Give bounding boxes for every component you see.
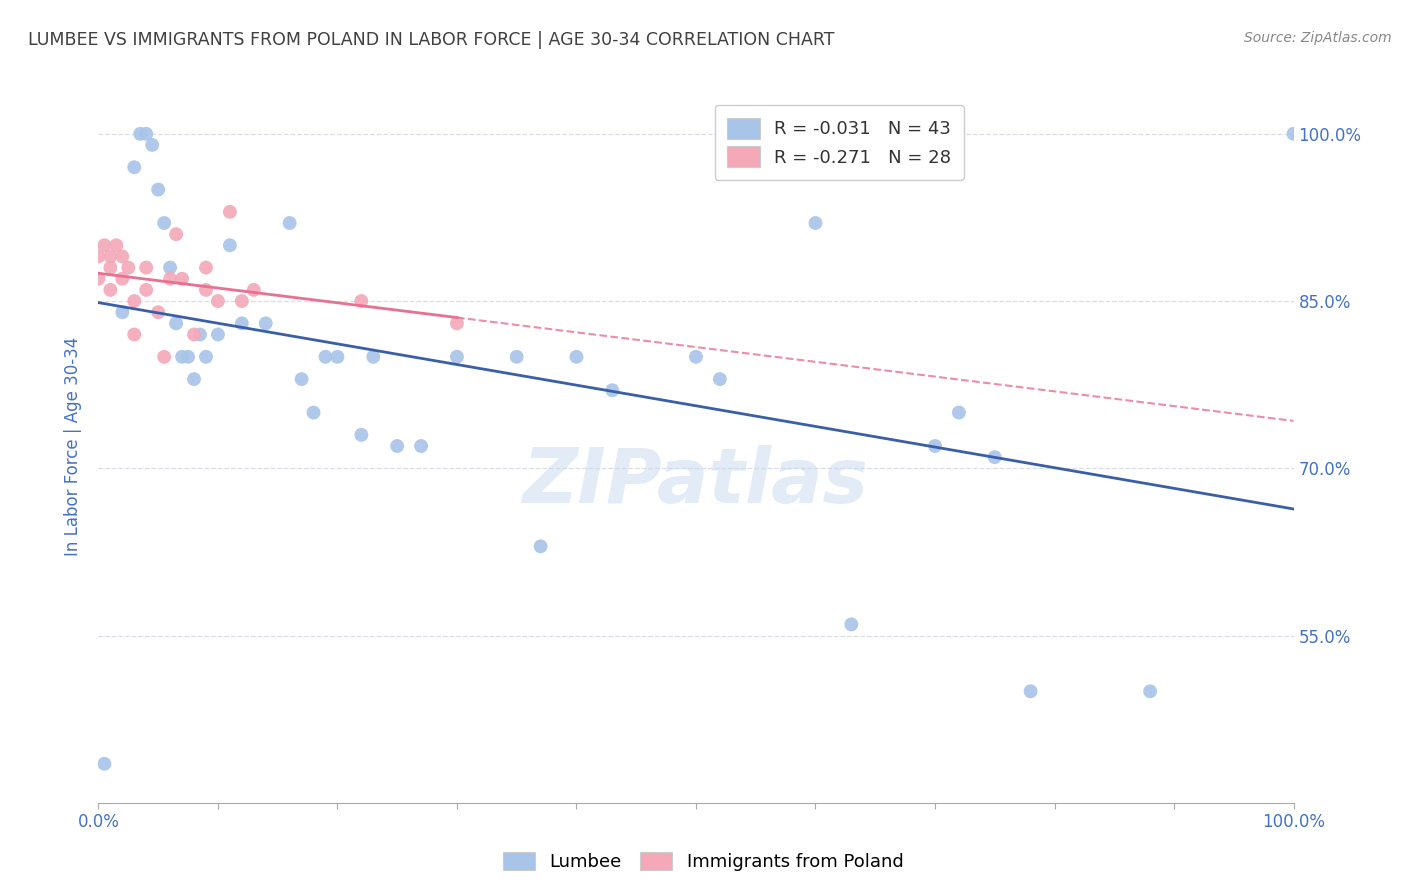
Point — [172, 271, 194, 285]
Point — [177, 350, 200, 364]
Legend: Lumbee, Immigrants from Poland: Lumbee, Immigrants from Poland — [495, 845, 911, 879]
Point — [111, 305, 134, 319]
Point — [1282, 127, 1305, 141]
Point — [153, 350, 176, 364]
Point — [135, 127, 157, 141]
Legend: R = -0.031   N = 43, R = -0.271   N = 28: R = -0.031 N = 43, R = -0.271 N = 28 — [714, 105, 965, 179]
Point — [135, 283, 157, 297]
Point — [243, 283, 266, 297]
Point — [1019, 684, 1042, 698]
Point — [105, 238, 128, 252]
Point — [153, 216, 176, 230]
Point — [148, 182, 170, 196]
Point — [165, 317, 187, 331]
Point — [219, 238, 242, 252]
Point — [159, 271, 181, 285]
Point — [165, 227, 187, 241]
Text: LUMBEE VS IMMIGRANTS FROM POLAND IN LABOR FORCE | AGE 30-34 CORRELATION CHART: LUMBEE VS IMMIGRANTS FROM POLAND IN LABO… — [28, 31, 835, 49]
Point — [254, 317, 277, 331]
Point — [446, 350, 468, 364]
Point — [841, 617, 863, 632]
Point — [194, 283, 218, 297]
Point — [446, 317, 468, 331]
Point — [350, 293, 373, 308]
Point — [207, 293, 229, 308]
Point — [148, 305, 170, 319]
Point — [231, 317, 253, 331]
Point — [231, 293, 253, 308]
Point — [194, 260, 218, 275]
Point — [172, 350, 194, 364]
Point — [291, 372, 314, 386]
Point — [111, 271, 134, 285]
Point — [93, 238, 115, 252]
Point — [948, 405, 970, 420]
Point — [326, 350, 349, 364]
Point — [135, 260, 157, 275]
Point — [385, 439, 409, 453]
Point — [98, 250, 122, 264]
Point — [709, 372, 731, 386]
Point — [194, 350, 218, 364]
Point — [159, 260, 181, 275]
Point — [98, 283, 122, 297]
Point — [117, 260, 139, 275]
Point — [278, 216, 301, 230]
Point — [529, 539, 551, 553]
Y-axis label: In Labor Force | Age 30-34: In Labor Force | Age 30-34 — [65, 336, 83, 556]
Point — [411, 439, 433, 453]
Point — [602, 384, 624, 398]
Point — [350, 428, 373, 442]
Point — [685, 350, 707, 364]
Point — [302, 405, 325, 420]
Point — [219, 204, 242, 219]
Point — [183, 372, 205, 386]
Point — [93, 756, 115, 771]
Point — [141, 138, 163, 153]
Point — [87, 271, 110, 285]
Point — [124, 293, 146, 308]
Point — [804, 216, 827, 230]
Point — [183, 327, 205, 342]
Point — [98, 260, 122, 275]
Point — [924, 439, 946, 453]
Point — [124, 327, 146, 342]
Point — [506, 350, 529, 364]
Point — [363, 350, 385, 364]
Point — [207, 327, 229, 342]
Point — [315, 350, 337, 364]
Text: Source: ZipAtlas.com: Source: ZipAtlas.com — [1244, 31, 1392, 45]
Text: ZIPatlas: ZIPatlas — [523, 445, 869, 518]
Point — [565, 350, 588, 364]
Point — [129, 127, 152, 141]
Point — [984, 450, 1007, 465]
Point — [124, 161, 146, 175]
Point — [111, 250, 134, 264]
Point — [87, 250, 110, 264]
Point — [1139, 684, 1161, 698]
Point — [188, 327, 211, 342]
